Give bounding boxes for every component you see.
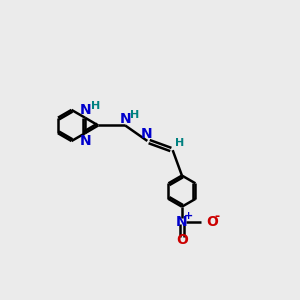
Text: O: O (206, 214, 218, 229)
Text: N: N (80, 103, 91, 117)
Text: N: N (119, 112, 131, 126)
Text: N: N (80, 134, 91, 148)
Text: N: N (140, 127, 152, 141)
Text: H: H (176, 138, 185, 148)
Text: O: O (176, 233, 188, 248)
Text: +: + (184, 211, 194, 221)
Text: H: H (91, 101, 100, 111)
Text: -: - (214, 210, 219, 223)
Text: N: N (176, 214, 188, 229)
Text: H: H (130, 110, 139, 120)
